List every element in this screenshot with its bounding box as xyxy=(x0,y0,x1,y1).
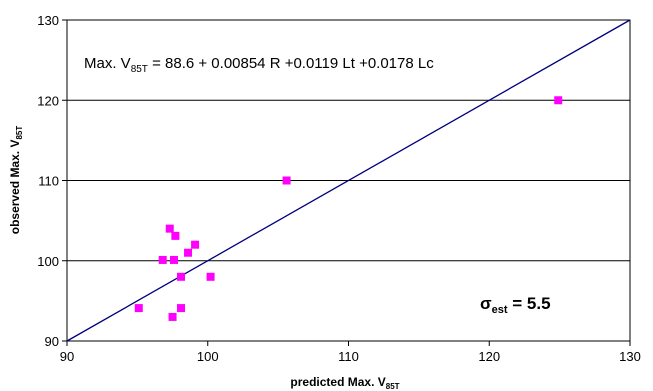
y-tick-label: 100 xyxy=(37,254,59,269)
y-axis-title-main: observed Max. V xyxy=(8,140,22,235)
y-tick-label: 120 xyxy=(37,93,59,108)
sigma-value: = 5.5 xyxy=(508,294,551,313)
data-point xyxy=(177,304,186,313)
data-point xyxy=(158,255,167,264)
y-axis-title-sub: 85T xyxy=(15,126,24,140)
data-point xyxy=(177,272,186,281)
x-axis-title-sub: 85T xyxy=(386,382,400,391)
sigma-subscript: est xyxy=(492,304,508,316)
data-point xyxy=(184,248,193,257)
y-tick-label: 130 xyxy=(37,13,59,28)
regression-equation: Max. V85T = 88.6 + 0.00854 R +0.0119 Lt … xyxy=(84,55,434,75)
data-point xyxy=(169,255,178,264)
x-tick-label: 130 xyxy=(619,349,641,364)
x-axis-title-main: predicted Max. V xyxy=(290,375,385,389)
x-axis-title: predicted Max. V85T xyxy=(290,375,399,391)
y-tick-label: 110 xyxy=(38,174,59,189)
data-point xyxy=(282,176,291,185)
equation-subscript: 85T xyxy=(131,64,148,75)
equation-body: = 88.6 + 0.00854 R +0.0119 Lt +0.0178 Lc xyxy=(148,55,434,72)
x-tick-label: 90 xyxy=(60,349,74,364)
x-tick-label: 100 xyxy=(197,349,219,364)
y-tick-label: 90 xyxy=(45,334,59,349)
data-point xyxy=(191,240,200,249)
x-tick-label: 110 xyxy=(338,349,359,364)
data-points xyxy=(134,96,563,321)
y-axis-ticks: 90 100 110 120 130 xyxy=(37,13,67,349)
sigma-symbol: σ xyxy=(480,294,492,313)
data-point xyxy=(171,231,180,240)
x-tick-label: 120 xyxy=(478,349,500,364)
y-axis-title: observed Max. V85T xyxy=(8,126,24,235)
data-point xyxy=(168,312,177,321)
reference-line xyxy=(66,19,631,342)
equation-prefix: Max. V xyxy=(84,55,131,72)
sigma-estimate: σest = 5.5 xyxy=(480,294,551,316)
data-point xyxy=(165,224,174,233)
x-axis-ticks: 90 100 110 120 130 xyxy=(60,341,641,364)
data-point xyxy=(206,272,215,281)
data-point xyxy=(554,96,563,105)
data-point xyxy=(134,304,143,313)
